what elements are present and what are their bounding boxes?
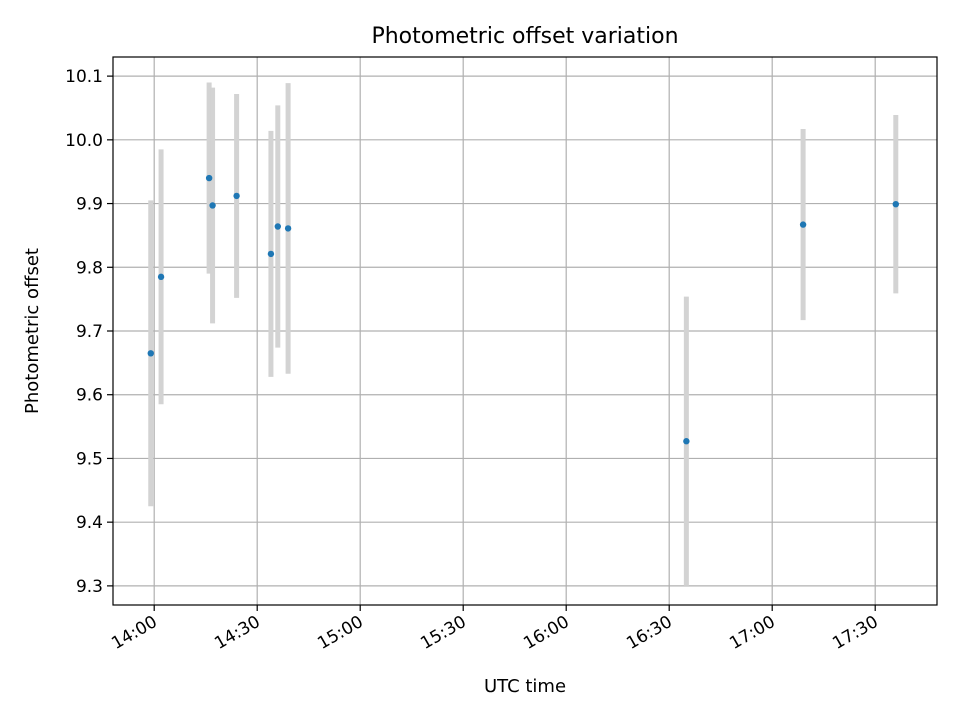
chart-title: Photometric offset variation — [371, 24, 678, 49]
data-points — [147, 174, 899, 445]
y-tick-label: 9.3 — [76, 577, 103, 597]
y-tick-label: 9.7 — [76, 322, 103, 342]
y-axis-label: Photometric offset — [22, 248, 43, 414]
data-point — [683, 438, 690, 445]
y-tick-label: 9.8 — [76, 258, 103, 278]
y-tick-label: 9.4 — [76, 513, 103, 533]
y-tick-label: 9.9 — [76, 195, 103, 215]
y-tick-label: 10.1 — [65, 67, 103, 87]
grid — [113, 57, 937, 605]
y-tick-label: 9.6 — [76, 386, 103, 406]
data-point — [274, 223, 281, 230]
data-point — [267, 250, 275, 258]
data-point — [799, 221, 807, 228]
data-point — [205, 174, 213, 182]
data-point — [284, 225, 292, 232]
axis-ticks — [107, 75, 876, 611]
data-point — [209, 202, 216, 209]
data-point — [233, 192, 240, 200]
y-tick-label: 9.5 — [76, 449, 103, 469]
data-point — [147, 350, 154, 357]
data-point — [892, 200, 899, 208]
data-point — [157, 273, 165, 281]
x-axis-label: UTC time — [484, 676, 566, 697]
y-tick-label: 10.0 — [65, 131, 103, 151]
